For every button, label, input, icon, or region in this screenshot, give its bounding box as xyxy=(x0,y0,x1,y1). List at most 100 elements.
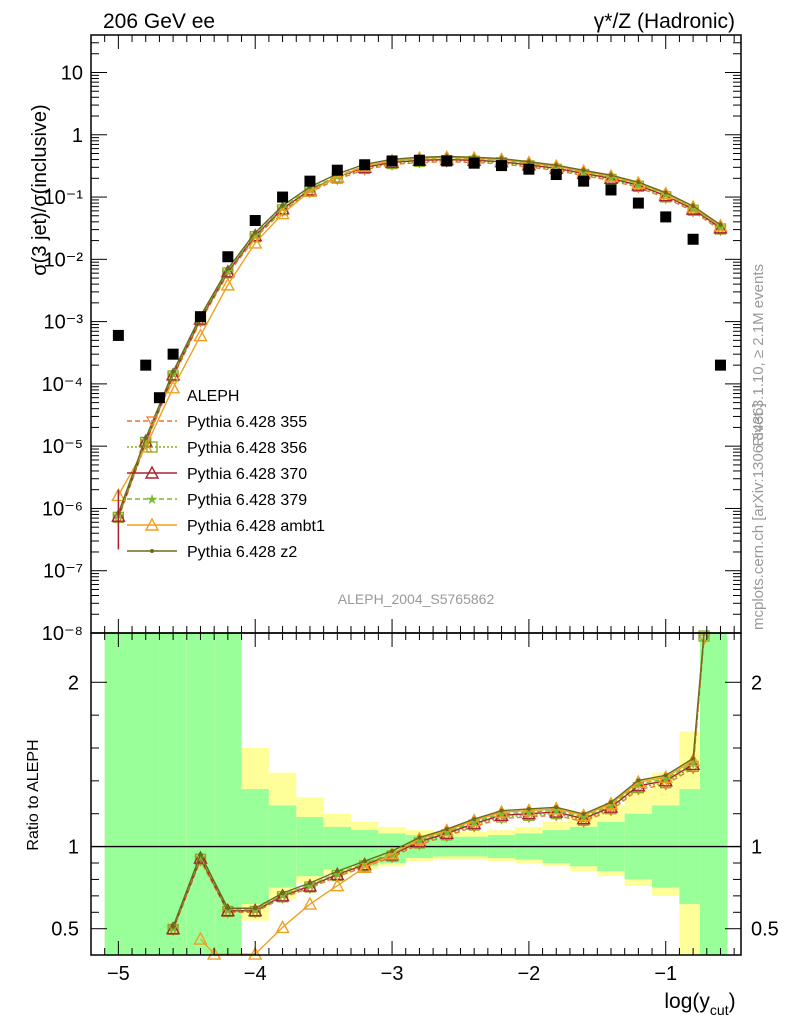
mc-point xyxy=(390,849,395,854)
mc-point xyxy=(576,808,591,822)
data-point xyxy=(386,155,398,167)
y-tick-label: 10⁻⁵ xyxy=(42,436,83,458)
data-point xyxy=(550,169,562,181)
ratio-y-axis-label: Ratio to ALEPH xyxy=(25,739,42,850)
mc-point xyxy=(253,230,258,235)
mc-point xyxy=(220,277,236,291)
mc-point xyxy=(307,881,312,886)
mc-point xyxy=(691,756,696,761)
mc-point xyxy=(468,821,481,833)
mc-point xyxy=(275,919,290,934)
mc-point xyxy=(206,946,222,960)
mc-point xyxy=(384,846,400,860)
mc-point xyxy=(165,921,181,935)
y-tick-label: 1 xyxy=(72,125,83,147)
legend-label: Pythia 6.428 z2 xyxy=(187,544,297,561)
mc-point xyxy=(521,806,537,820)
ratio-tick-label: 0.5 xyxy=(51,919,79,941)
mc-point xyxy=(636,778,641,783)
ratio-plot-area: ★★★★★★★★★★★★★★★★★★★★ xyxy=(91,630,741,960)
mc-point xyxy=(663,773,668,778)
mc-point xyxy=(685,199,701,213)
mc-point xyxy=(472,817,477,822)
mc-point xyxy=(521,803,537,817)
y-tick-label: 10⁻² xyxy=(44,249,84,271)
mc-point xyxy=(220,264,236,278)
mc-point xyxy=(248,946,263,960)
data-point xyxy=(331,164,343,176)
mc-point xyxy=(526,159,531,164)
main-y-axis-label: σ(3 jet)/σ(inclusive) xyxy=(29,104,51,275)
mc-point xyxy=(280,891,285,896)
data-point xyxy=(140,359,152,371)
plot-frames: −5 −4 −3 −2 −1 10 1 10⁻¹ 10⁻² 10⁻³ 10⁻⁴ 10⁻⁵ 10⁻⁶ 10⁻… xyxy=(42,34,779,985)
x-tick-label: −2 xyxy=(517,963,540,985)
legend-label: Pythia 6.428 370 xyxy=(187,466,307,483)
ratio-tick-label-right: 0.5 xyxy=(751,919,779,941)
mc-point xyxy=(609,173,613,178)
data-point xyxy=(496,160,508,172)
ratio-tick-label-right: 1 xyxy=(751,837,762,859)
y-tick-label: 10⁻¹ xyxy=(44,187,84,209)
ratio-band-green xyxy=(186,633,215,955)
data-point xyxy=(578,175,590,187)
x-tick-label: −3 xyxy=(381,963,404,985)
data-point xyxy=(605,184,617,196)
mc-point xyxy=(581,812,586,817)
legend-label: ALEPH xyxy=(187,388,239,405)
ratio-line xyxy=(172,632,705,929)
mc-point xyxy=(526,806,531,811)
data-point xyxy=(359,159,371,171)
data-point xyxy=(441,155,453,167)
ratio-band-green xyxy=(699,633,728,955)
y-tick-label: 10⁻⁴ xyxy=(42,374,83,396)
data-point xyxy=(277,191,289,203)
legend-label: Pythia 6.428 379 xyxy=(187,492,307,509)
data-point xyxy=(413,154,425,166)
mc-point xyxy=(335,869,340,874)
mc-point xyxy=(658,773,673,787)
ratio-frame xyxy=(90,632,742,956)
ratio-tick-label-right: 2 xyxy=(751,672,762,694)
mc-point xyxy=(248,228,263,242)
data-point xyxy=(153,392,165,404)
mc-point xyxy=(193,850,208,864)
data-point xyxy=(167,348,179,360)
mc-point xyxy=(165,380,181,394)
mc-point xyxy=(609,800,613,805)
mc-point xyxy=(171,924,176,929)
data-point xyxy=(468,157,480,169)
y-tick-label: 10⁻⁷ xyxy=(43,561,83,583)
mc-point xyxy=(636,180,641,185)
mc-point xyxy=(280,203,285,208)
x-tick-label: −1 xyxy=(654,963,677,985)
mc-point xyxy=(171,369,176,374)
legend-label: Pythia 6.428 ambt1 xyxy=(187,518,325,535)
ratio-tick-label: 2 xyxy=(68,672,79,694)
side-label-top: Rivet 3.1.10, ≥ 2.1M events xyxy=(750,264,767,447)
data-point xyxy=(660,211,672,223)
mc-point xyxy=(499,808,504,813)
mc-point xyxy=(248,235,263,249)
y-tick-label: 10⁻⁶ xyxy=(42,498,83,520)
data-point xyxy=(523,163,535,175)
mc-point xyxy=(193,328,208,342)
mc-point xyxy=(576,811,591,825)
ratio-band-green xyxy=(214,633,242,955)
mc-point xyxy=(143,436,148,441)
analysis-watermark: ALEPH_2004_S5765862 xyxy=(338,591,495,607)
mc-point xyxy=(198,852,203,857)
mc-point xyxy=(554,163,559,168)
y-tick-label: 10⁻⁸ xyxy=(42,623,83,645)
mc-point xyxy=(330,878,345,892)
mc-point xyxy=(631,774,646,788)
y-tick-label: 10 xyxy=(61,62,83,84)
mc-point xyxy=(663,190,668,195)
chart-title-left: 206 GeV ee xyxy=(103,10,215,33)
mc-point xyxy=(146,441,158,453)
ratio-line xyxy=(172,632,705,929)
mc-point xyxy=(144,517,160,531)
mc-point xyxy=(193,931,208,945)
mc-point xyxy=(225,266,230,271)
